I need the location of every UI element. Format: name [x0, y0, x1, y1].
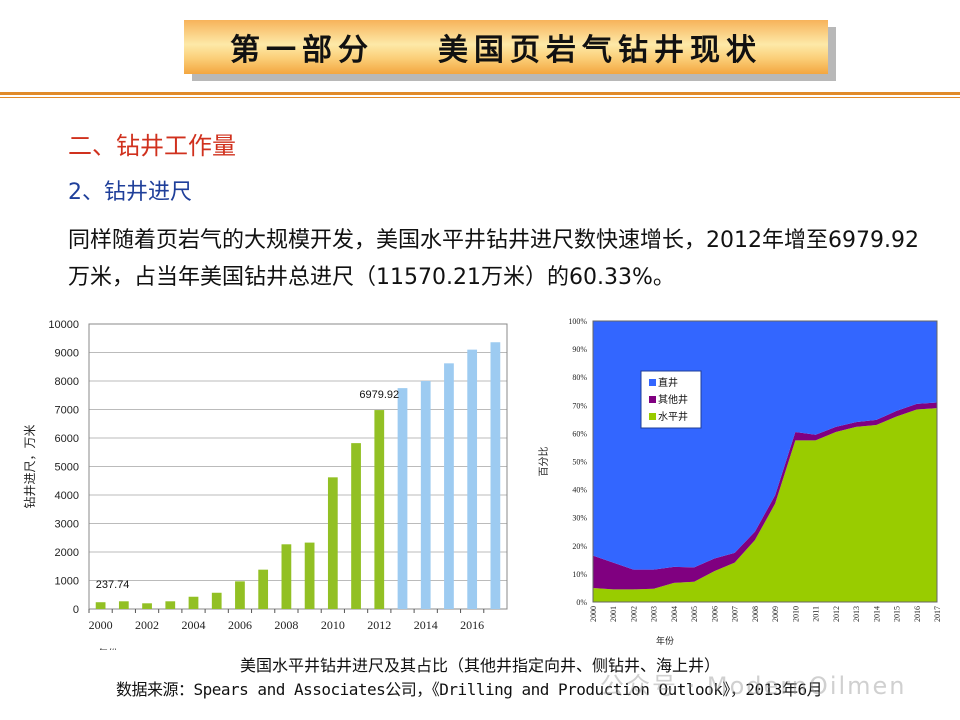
legend-label: 水平井	[658, 410, 688, 423]
x-tick-label: 2016	[460, 618, 484, 632]
x-tick-label: 2016	[913, 606, 922, 622]
divider	[0, 97, 960, 98]
area-chart: 0% 10% 20% 30% 40% 50% 60% 70% 80% 90% 100% 2000 200…	[538, 317, 942, 647]
x-axis-label: 年份	[656, 635, 674, 647]
y-axis-label: 百分比	[538, 447, 550, 477]
bar-2011	[351, 443, 361, 609]
data-label: 6979.92	[359, 389, 399, 401]
x-tick-label: 2002	[629, 606, 638, 622]
y-tick-label: 10000	[48, 319, 79, 331]
y-axis-label: 钻井进尺，万米	[22, 424, 37, 508]
body-paragraph: 同样随着页岩气的大规模开发，美国水平井钻井进尺数快速增长，2012年增至6979…	[68, 228, 919, 290]
x-tick-label: 2006	[228, 618, 252, 632]
x-tick-label: 2009	[771, 606, 780, 622]
y-tick-label: 1000	[55, 576, 79, 588]
plot-frame	[592, 320, 938, 603]
y-tick-label: 0	[73, 604, 79, 616]
x-tick-label: 2015	[893, 606, 902, 622]
x-tick-label: 2014	[414, 618, 438, 632]
y-tick-label: 6000	[55, 433, 79, 445]
bar-2005	[211, 592, 222, 609]
bar-2009	[304, 542, 315, 609]
section-heading: 二、钻井工作量	[68, 132, 236, 160]
x-tick-label: 2012	[367, 618, 391, 632]
bar-2015	[444, 363, 454, 609]
bar-2002	[142, 603, 152, 609]
x-tick-label: 2000	[589, 606, 598, 622]
legend-swatch	[649, 396, 656, 403]
bar-2008	[281, 544, 292, 609]
figure-caption: 美国水平井钻井进尺及其占比（其他井指定向井、侧钻井、海上井）	[239, 656, 720, 675]
x-tick-label: 2012	[832, 606, 841, 622]
x-tick-label: 2008	[274, 618, 298, 632]
bar-2001	[118, 601, 129, 609]
x-tick-label: 2011	[812, 606, 821, 622]
x-tick-label: 2010	[321, 618, 345, 632]
legend-label: 其他井	[658, 393, 688, 406]
y-tick-label: 100%	[568, 317, 587, 326]
x-tick-label: 2010	[791, 606, 800, 622]
y-tick-label: 20%	[572, 542, 587, 551]
x-tick-label: 2014	[872, 606, 881, 622]
bar-2013	[397, 388, 408, 609]
x-tick-label: 2003	[650, 606, 659, 622]
subsection-heading: 2、钻井进尺	[68, 180, 192, 205]
x-tick-label: 2005	[690, 606, 699, 622]
y-tick-label: 3000	[55, 519, 79, 531]
y-tick-label: 2000	[55, 547, 79, 559]
banner-title: 美国页岩气钻井现状	[438, 33, 762, 68]
y-tick-label: 5000	[55, 462, 79, 474]
area-水平井	[593, 408, 937, 602]
x-axis-label: 年份	[98, 647, 118, 650]
bar-2012	[374, 410, 385, 609]
x-tick-label: 2004	[670, 606, 679, 622]
watermark: 公众号 · ModernOilmen	[600, 672, 907, 700]
y-tick-label: 30%	[572, 514, 587, 523]
bar-2016	[467, 349, 478, 609]
area-其他井	[593, 402, 937, 590]
slide-banner: 第一部分 美国页岩气钻井现状	[184, 20, 828, 74]
data-source: 数据来源：Spears and Associates公司，《Drilling a…	[116, 680, 823, 699]
bar-2010	[327, 477, 338, 609]
banner-part: 第一部分	[230, 33, 374, 68]
y-tick-label: 40%	[572, 486, 587, 495]
y-tick-label: 60%	[572, 429, 587, 438]
x-tick-label: 2002	[135, 618, 159, 632]
x-tick-label: 2007	[731, 606, 740, 622]
bar-2004	[188, 596, 199, 609]
y-tick-label: 0%	[576, 598, 587, 607]
x-tick-label: 2017	[933, 606, 942, 622]
y-tick-label: 80%	[572, 373, 587, 382]
y-tick-label: 4000	[55, 490, 79, 502]
y-tick-label: 70%	[572, 401, 587, 410]
bar-chart: 0 1000 2000 3000 4000 5000 6000 7000 8000 9000 100…	[22, 319, 508, 650]
y-tick-label: 8000	[55, 376, 79, 388]
data-label: 237.74	[96, 579, 130, 591]
y-tick-label: 9000	[55, 348, 79, 360]
bar-2017	[490, 342, 501, 609]
legend-swatch	[649, 379, 656, 386]
y-tick-label: 7000	[55, 405, 79, 417]
bar-2000	[95, 602, 106, 609]
bar-2006	[235, 581, 245, 609]
y-tick-label: 10%	[572, 570, 587, 579]
x-tick-label: 2006	[710, 606, 719, 622]
y-tick-label: 50%	[572, 458, 587, 467]
bar-2014	[420, 381, 431, 609]
x-tick-label: 2004	[182, 618, 206, 632]
bar-2003	[165, 601, 176, 609]
x-tick-label: 2008	[751, 606, 760, 622]
x-tick-label: 2013	[852, 606, 861, 622]
bar-2007	[258, 569, 269, 609]
y-tick-label: 90%	[572, 345, 587, 354]
x-tick-label: 2001	[609, 606, 618, 622]
x-tick-label: 2000	[89, 618, 113, 632]
legend-label: 直井	[658, 376, 678, 389]
divider	[0, 92, 960, 95]
legend-swatch	[649, 413, 656, 420]
